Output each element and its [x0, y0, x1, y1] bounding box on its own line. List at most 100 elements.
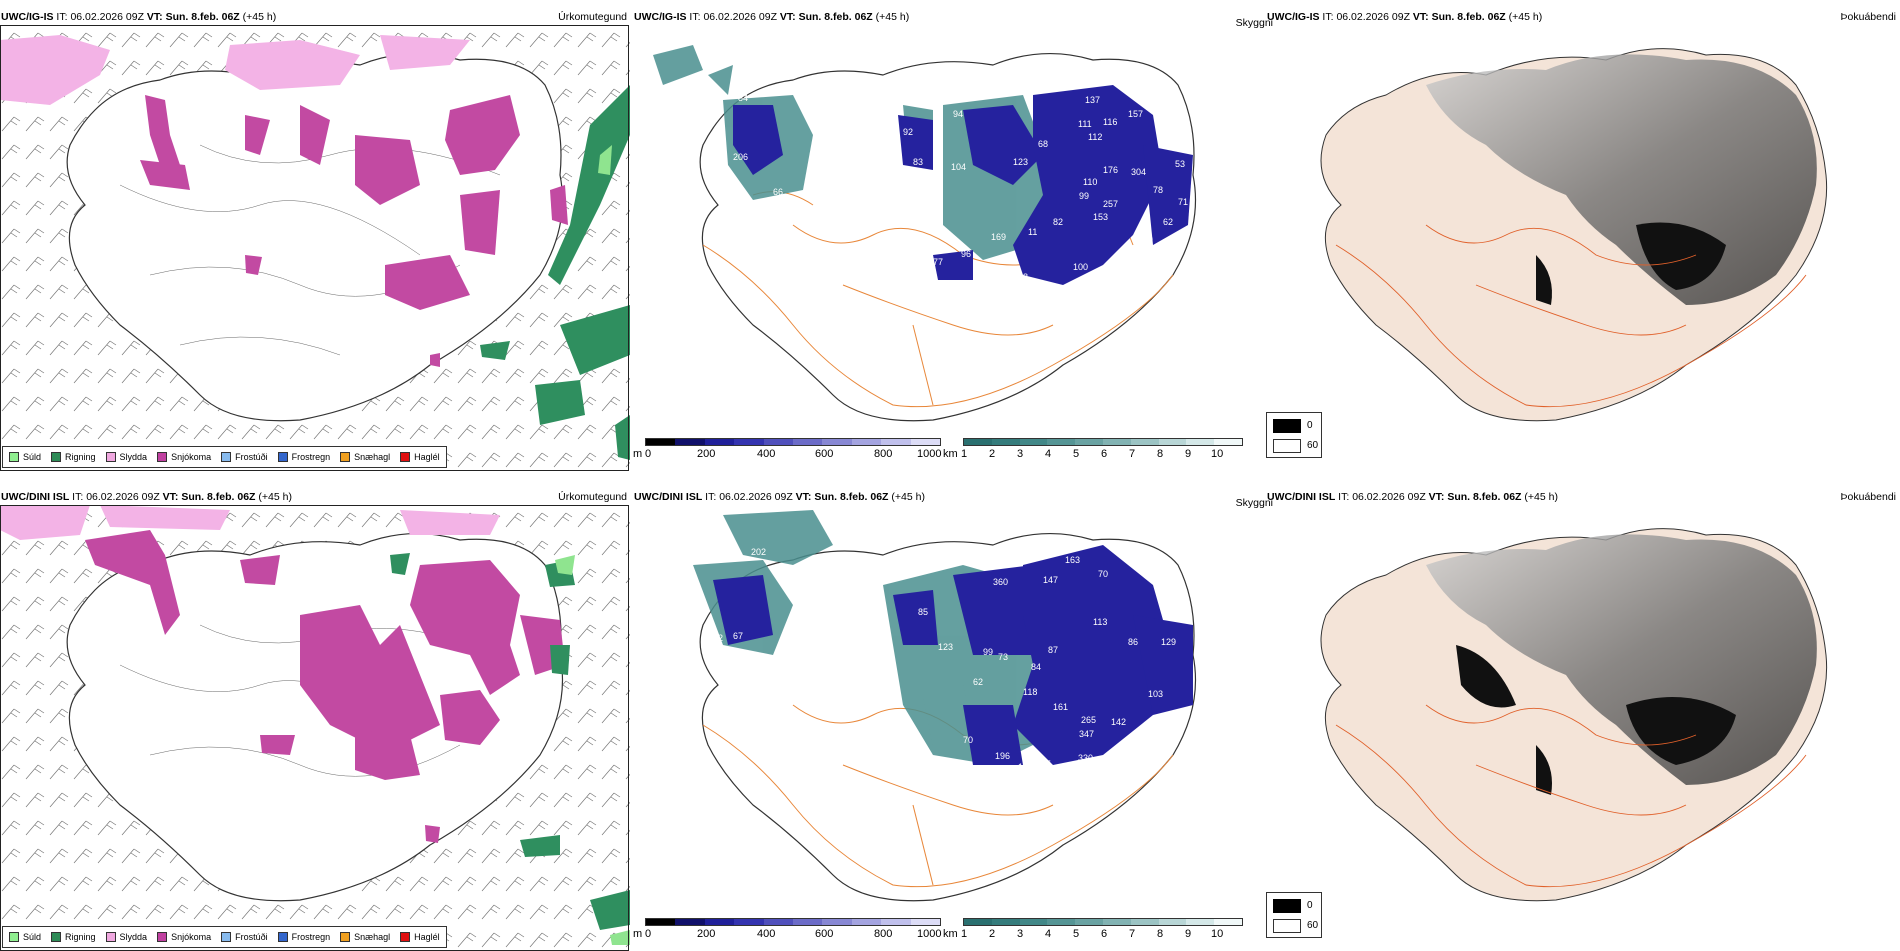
precip-map — [0, 505, 630, 949]
vt-time: Sun. 8.feb. 06Z — [165, 11, 240, 23]
svg-text:147: 147 — [1043, 575, 1058, 585]
drizzle-areas — [555, 555, 630, 945]
panel-variable-title: Þokuábendi — [1840, 491, 1896, 503]
svg-text:347: 347 — [1079, 729, 1094, 739]
fog-map — [1320, 528, 1828, 902]
svg-text:77: 77 — [933, 257, 943, 267]
elevation-tick: 800 — [874, 448, 893, 460]
svg-text:123: 123 — [1013, 157, 1028, 167]
model-name: UWC/DINI ISL — [634, 491, 703, 503]
lead-time: (+45 h) — [258, 491, 292, 503]
svg-text:92: 92 — [903, 127, 913, 137]
vt-time: Sun. 8.feb. 06Z — [1447, 491, 1522, 503]
legend-item: Slydda — [105, 932, 147, 942]
panel-variable-title: Þokuábendi — [1840, 11, 1896, 23]
legend-item: Frostúði — [221, 452, 268, 462]
visibility-map: 222 202 82 67 85 360 163 147 70 123 99 7… — [673, 510, 1197, 902]
svg-text:84: 84 — [738, 93, 748, 103]
it-time: 06.02.2026 09Z — [70, 11, 144, 23]
it-time: 06.02.2026 09Z — [719, 491, 793, 503]
legend-item: Rigning — [51, 932, 96, 942]
visibility-tick: 6 — [1101, 928, 1108, 940]
legend-item: Súld — [9, 932, 41, 942]
svg-text:68: 68 — [1038, 139, 1048, 149]
legend-item: Slydda — [105, 452, 147, 462]
vt-label: VT: — [1412, 11, 1429, 23]
panel-title: UWC/DINI ISL IT: 06.02.2026 09Z VT: Sun.… — [1267, 490, 1558, 504]
svg-text:66: 66 — [773, 187, 783, 197]
fog-panel-row2: UWC/DINI ISL IT: 06.02.2026 09Z VT: Sun.… — [1266, 490, 1896, 950]
svg-text:70: 70 — [963, 735, 973, 745]
panel-variable-title: Skyggni — [1235, 497, 1273, 509]
panel-title: UWC/IG-IS IT: 06.02.2026 09Z VT: Sun. 8.… — [1267, 10, 1542, 24]
lead-time: (+45 h) — [1524, 491, 1558, 503]
svg-text:180: 180 — [1018, 762, 1033, 772]
fog-dense-area — [1636, 222, 1726, 290]
panel-title: UWC/IG-IS IT: 06.02.2026 09Z VT: Sun. 8.… — [1, 10, 276, 24]
fog-legend-max: 60 — [1307, 440, 1319, 451]
visibility-strip — [963, 918, 1243, 926]
svg-text:330: 330 — [1078, 753, 1093, 763]
svg-text:75: 75 — [1041, 759, 1051, 769]
model-name: UWC/IG-IS — [1, 11, 54, 23]
visibility-panel-row2: UWC/DINI ISL IT: 06.02.2026 09Z VT: Sun.… — [633, 490, 1273, 950]
visibility-tick: 5 — [1073, 448, 1080, 460]
elevation-tick: 400 — [757, 928, 776, 940]
svg-text:94: 94 — [953, 109, 963, 119]
legend-item: Snjókoma — [157, 452, 211, 462]
svg-text:82: 82 — [1053, 217, 1063, 227]
fog-dense-area — [1626, 697, 1736, 765]
snow-areas — [140, 95, 568, 367]
svg-text:86: 86 — [1128, 637, 1138, 647]
rain-areas — [480, 85, 630, 460]
svg-text:142: 142 — [1111, 717, 1126, 727]
fog-legend-row1: 0 60 — [1266, 412, 1322, 458]
elevation-tick: 1000 — [917, 928, 942, 940]
fog-legend-row2: 0 60 — [1266, 892, 1322, 938]
elevation-tick: 400 — [757, 448, 776, 460]
svg-text:62: 62 — [1163, 217, 1173, 227]
visibility-tick: 10 — [1211, 448, 1224, 460]
precip-map — [0, 25, 630, 469]
svg-text:84: 84 — [1031, 662, 1041, 672]
visibility-tick: 1 — [961, 928, 968, 940]
fog-legend-min: 0 — [1307, 900, 1313, 911]
svg-text:265: 265 — [1081, 715, 1096, 725]
svg-text:222: 222 — [1055, 783, 1070, 793]
vt-time: Sun. 8.feb. 06Z — [1431, 11, 1506, 23]
model-name: UWC/DINI ISL — [1, 491, 70, 503]
svg-text:171: 171 — [1111, 747, 1126, 757]
svg-text:103: 103 — [1148, 689, 1163, 699]
svg-text:202: 202 — [751, 547, 766, 557]
visibility-colorbar: km 1 2 3 4 5 6 7 8 9 10 — [943, 918, 1243, 940]
svg-text:304: 304 — [1131, 167, 1146, 177]
snow-areas — [85, 530, 565, 843]
svg-text:113: 113 — [1093, 617, 1107, 627]
vis-low-areas — [713, 545, 1193, 765]
visibility-colorbar: km 1 2 3 4 5 6 7 8 9 10 — [943, 438, 1243, 460]
precip-type-panel-row1: UWC/IG-IS IT: 06.02.2026 09Z VT: Sun. 8.… — [0, 10, 630, 471]
lead-time: (+45 h) — [242, 11, 277, 23]
visibility-tick: 10 — [1211, 928, 1224, 940]
visibility-tick: 7 — [1129, 448, 1136, 460]
svg-text:163: 163 — [1065, 555, 1080, 565]
visibility-tick: 3 — [1017, 448, 1024, 460]
vt-time: Sun. 8.feb. 06Z — [181, 491, 256, 503]
precip-legend: Súld Rigning Slydda Snjókoma Frostúði Fr… — [2, 926, 447, 948]
fog-legend-min: 0 — [1307, 420, 1313, 431]
it-time: 06.02.2026 09Z — [703, 11, 777, 23]
vt-label: VT: — [146, 11, 163, 23]
panel-title: UWC/IG-IS IT: 06.02.2026 09Z VT: Sun. 8.… — [634, 10, 909, 24]
fog-legend-black — [1273, 419, 1301, 433]
visibility-tick: 8 — [1157, 928, 1164, 940]
svg-text:153: 153 — [1093, 212, 1108, 222]
legend-item: Súld — [9, 452, 41, 462]
fog-legend-white — [1273, 439, 1301, 453]
svg-text:96: 96 — [961, 249, 971, 259]
svg-text:83: 83 — [895, 742, 905, 752]
svg-text:85: 85 — [918, 607, 928, 617]
visibility-tick: 7 — [1129, 928, 1136, 940]
rain-areas — [390, 553, 630, 930]
elevation-tick: 0 — [645, 928, 652, 940]
panel-variable-title: Úrkomutegund — [558, 491, 627, 503]
